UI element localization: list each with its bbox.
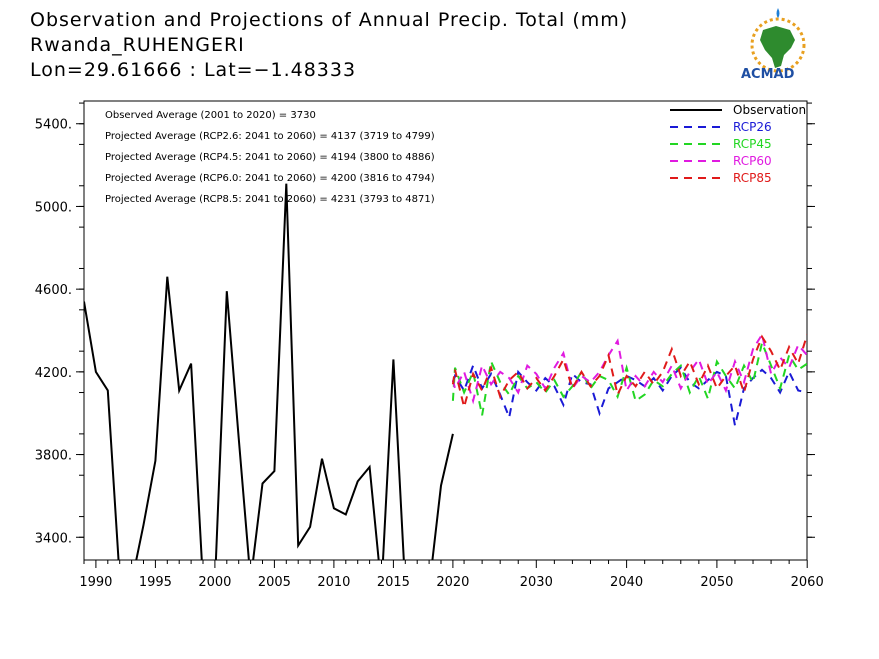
x-tick-label: 2020 xyxy=(436,575,469,590)
info-line-rcp45: Projected Average (RCP4.5: 2041 to 2060)… xyxy=(105,152,435,163)
series-line-rcp26 xyxy=(451,362,807,426)
series-line-rcp85 xyxy=(451,334,807,411)
y-tick-label: 3800. xyxy=(35,449,72,464)
x-tick-label: 1990 xyxy=(79,575,112,590)
info-line-observed: Observed Average (2001 to 2020) = 3730 xyxy=(105,110,316,121)
x-axis: 1990 1995 2000 2005 2010 2015 2020 2030 2040 2050… xyxy=(79,560,824,590)
y-tick-label: 4600. xyxy=(35,283,72,298)
plot-frame xyxy=(83,100,808,561)
series-rcp45 xyxy=(451,339,807,416)
africa-map-logo-icon xyxy=(750,8,806,73)
chart-subtitle-station: Rwanda_RUHENGERI xyxy=(30,34,245,56)
series-line-rcp45 xyxy=(451,339,807,416)
info-box: Observed Average (2001 to 2020) = 3730 P… xyxy=(105,110,435,205)
x-tick-label: 2010 xyxy=(317,575,350,590)
y-tick-label: 5400. xyxy=(35,118,72,133)
info-line-rcp26: Projected Average (RCP2.6: 2041 to 2060)… xyxy=(105,131,435,142)
x-tick-label: 2000 xyxy=(198,575,231,590)
series-rcp26 xyxy=(451,362,807,426)
x-tick-label: 1995 xyxy=(139,575,172,590)
chart-title: Observation and Projections of Annual Pr… xyxy=(30,9,628,31)
series-observation xyxy=(84,183,454,560)
legend-label-rcp45: RCP45 xyxy=(733,137,772,151)
x-tick-label: 2030 xyxy=(520,575,553,590)
legend: Observation RCP26 RCP45 RCP60 RCP85 xyxy=(670,103,806,185)
series-layer xyxy=(84,183,807,560)
series-rcp85 xyxy=(451,334,807,411)
acmad-logo: ACMAD xyxy=(741,8,806,82)
x-tick-label: 2015 xyxy=(377,575,410,590)
x-tick-label: 2060 xyxy=(791,575,824,590)
chart-subtitle-coordinates: Lon=29.61666 : Lat=−1.48333 xyxy=(30,59,356,81)
legend-label-observation: Observation xyxy=(733,103,806,117)
y-axis: 3400. 3800. 4200. 4600. 5000. 5400. xyxy=(35,102,815,546)
x-tick-label: 2005 xyxy=(258,575,291,590)
legend-label-rcp60: RCP60 xyxy=(733,154,772,168)
y-tick-label: 3400. xyxy=(35,531,72,546)
x-tick-label: 2050 xyxy=(700,575,733,590)
legend-label-rcp26: RCP26 xyxy=(733,120,772,134)
y-tick-label: 4200. xyxy=(35,366,72,381)
info-line-rcp85: Projected Average (RCP8.5: 2041 to 2060)… xyxy=(105,194,435,205)
info-line-rcp60: Projected Average (RCP6.0: 2041 to 2060)… xyxy=(105,173,435,184)
series-line-observation xyxy=(84,183,454,560)
logo-text: ACMAD xyxy=(741,67,795,82)
x-tick-label: 2040 xyxy=(610,575,643,590)
legend-label-rcp85: RCP85 xyxy=(733,171,772,185)
y-tick-label: 5000. xyxy=(35,200,72,215)
